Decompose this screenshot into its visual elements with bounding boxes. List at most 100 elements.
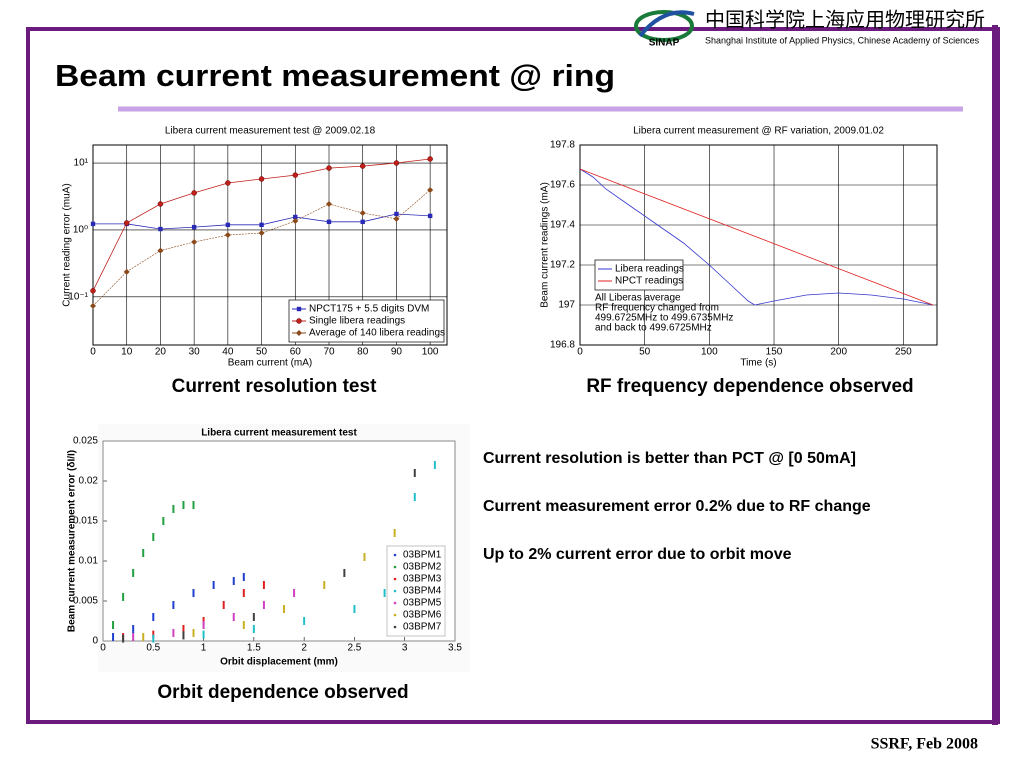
y-axis-label: Beam current measurement error (δI/I) bbox=[67, 450, 78, 632]
legend-swatch bbox=[393, 577, 397, 581]
logo-ring bbox=[634, 10, 694, 42]
legend-label: NPCT175 + 5.5 digits DVM bbox=[309, 304, 429, 315]
marker bbox=[359, 209, 366, 216]
legend-label: NPCT readings bbox=[615, 276, 683, 287]
legend-swatch bbox=[393, 553, 397, 557]
y-tick-label: 0.005 bbox=[73, 596, 98, 607]
chart: Libera current measurement test Orbit dis… bbox=[67, 428, 463, 668]
legend-swatch bbox=[393, 601, 397, 605]
x-tick-label: 50 bbox=[639, 347, 651, 358]
x-tick-label: 70 bbox=[323, 347, 335, 358]
plot-frame bbox=[102, 440, 456, 642]
caption: Orbit dependence observed bbox=[157, 682, 408, 703]
annotation: 499.6725MHz to 499.6735MHz bbox=[595, 313, 733, 324]
marker bbox=[427, 156, 433, 162]
series-line bbox=[579, 168, 934, 306]
legend-label: 03BPM5 bbox=[403, 598, 442, 609]
x-tick-label: 3.5 bbox=[448, 643, 462, 654]
x-tick-label: 150 bbox=[766, 347, 783, 358]
marker bbox=[158, 226, 163, 232]
marker bbox=[292, 217, 299, 224]
y-axis-label: Beam current readings (mA) bbox=[540, 182, 551, 308]
legend-swatch bbox=[393, 589, 397, 593]
y-tick-label: 0.01 bbox=[79, 556, 99, 567]
institute-chinese: 中国科学院上海应用物理研究所 bbox=[705, 8, 985, 32]
y-tick-label: 10⁰ bbox=[73, 225, 88, 236]
legend: 03BPM103BPM203BPM303BPM403BPM503BPM603BP… bbox=[386, 545, 446, 637]
logo: SINAP bbox=[634, 10, 695, 49]
x-tick-label: 50 bbox=[256, 347, 268, 358]
x-tick-label: 30 bbox=[189, 347, 201, 358]
marker bbox=[258, 229, 265, 236]
marker bbox=[90, 221, 96, 227]
bullet: Up to 2% current error due to orbit move bbox=[483, 546, 792, 563]
plot-frame bbox=[92, 144, 448, 346]
legend-swatch bbox=[393, 625, 397, 629]
marker bbox=[191, 224, 197, 230]
logo-swoosh bbox=[638, 10, 695, 38]
marker bbox=[393, 215, 400, 222]
x-tick-label: 250 bbox=[895, 347, 912, 358]
legend-box bbox=[288, 299, 445, 343]
marker bbox=[90, 302, 96, 309]
y-tick-label: 197.2 bbox=[550, 260, 575, 271]
y-tick-label: 0.02 bbox=[79, 476, 99, 487]
annotation: All Liberas average bbox=[595, 293, 681, 304]
marker bbox=[292, 172, 299, 178]
y-tick-label: 196.8 bbox=[550, 340, 575, 351]
marker bbox=[191, 238, 198, 245]
institute-english: Shanghai Institute of Applied Physics, C… bbox=[705, 35, 980, 45]
marker bbox=[296, 318, 302, 324]
x-tick-label: 10 bbox=[121, 347, 133, 358]
legend-label: 03BPM7 bbox=[403, 622, 442, 633]
legend-label: 03BPM3 bbox=[403, 574, 442, 585]
legend-swatch bbox=[393, 613, 397, 617]
marker bbox=[427, 213, 433, 219]
y-tick-label: 197.4 bbox=[550, 220, 575, 231]
y-tick-label: 197.6 bbox=[550, 180, 575, 191]
marker bbox=[360, 219, 365, 225]
x-tick-label: 1 bbox=[201, 643, 207, 654]
x-tick-label: 3 bbox=[402, 643, 408, 654]
chart-title: Libera current measurement @ RF variatio… bbox=[633, 126, 884, 137]
marker bbox=[225, 180, 231, 186]
series-line bbox=[579, 168, 934, 306]
chart: Libera current measurement @ RF variatio… bbox=[540, 126, 938, 369]
x-tick-label: 100 bbox=[422, 347, 439, 358]
y-axis-label: Current reading error (muA) bbox=[62, 183, 73, 306]
y-tick-label: 10¹ bbox=[74, 158, 89, 169]
bullet: Current measurement error 0.2% due to RF… bbox=[483, 498, 871, 515]
x-tick-label: 60 bbox=[290, 347, 302, 358]
y-tick-label: 0.025 bbox=[73, 436, 98, 447]
marker bbox=[225, 222, 231, 228]
chart-title: Libera current measurement test @ 2009.0… bbox=[165, 126, 376, 137]
y-tick-label: 197 bbox=[558, 300, 575, 311]
legend-label: 03BPM4 bbox=[403, 586, 442, 597]
marker bbox=[359, 163, 366, 169]
x-tick-label: 0 bbox=[90, 347, 96, 358]
legend-label: 03BPM2 bbox=[403, 562, 442, 573]
legend-label: 03BPM1 bbox=[403, 550, 442, 561]
marker bbox=[293, 214, 298, 220]
legend-box bbox=[386, 545, 446, 637]
chart-title: Libera current measurement test bbox=[201, 428, 357, 439]
x-tick-label: 0.5 bbox=[146, 643, 160, 654]
marker bbox=[296, 330, 302, 336]
y-tick-label: 10⁻¹ bbox=[68, 291, 88, 302]
marker bbox=[326, 219, 332, 225]
slide-border-edge bbox=[992, 25, 998, 725]
x-axis-label: Orbit displacement (mm) bbox=[220, 657, 338, 668]
caption: Current resolution test bbox=[172, 376, 377, 397]
x-tick-label: 80 bbox=[357, 347, 369, 358]
x-tick-label: 200 bbox=[830, 347, 847, 358]
legend-box bbox=[594, 259, 684, 291]
marker bbox=[427, 186, 434, 193]
marker bbox=[123, 268, 130, 275]
marker bbox=[157, 247, 164, 254]
x-tick-label: 90 bbox=[391, 347, 403, 358]
legend-label: Average of 140 libera readings bbox=[309, 328, 445, 339]
x-tick-label: 2.5 bbox=[347, 643, 361, 654]
